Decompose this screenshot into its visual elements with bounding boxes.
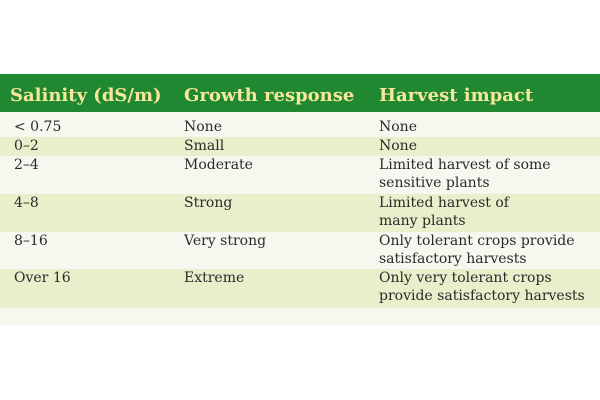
table-row: 8–16 Very strong Only tolerant crops pro… [0, 232, 600, 269]
cell-harvest: Limited harvest of many plants [379, 194, 509, 230]
cell-harvest-line: None [379, 138, 417, 154]
cell-harvest: Only very tolerant crops provide satisfa… [379, 269, 585, 305]
table-row: Over 16 Extreme Only very tolerant crops… [0, 269, 600, 308]
table-row: < 0.75 None None [0, 118, 600, 137]
cell-salinity: < 0.75 [14, 119, 62, 135]
cell-harvest-line: Only very tolerant crops [379, 270, 552, 286]
cell-harvest-line: Limited harvest of some [379, 157, 551, 173]
cell-growth: None [184, 119, 222, 135]
cell-salinity: 0–2 [14, 138, 39, 154]
table-header: Salinity (dS/m) Growth response Harvest … [0, 74, 600, 112]
cell-harvest-line: sensitive plants [379, 175, 490, 191]
cell-harvest: Only tolerant crops provide satisfactory… [379, 232, 575, 268]
cell-harvest-line: Only tolerant crops provide [379, 233, 575, 249]
cell-harvest-line: None [379, 119, 417, 135]
cell-salinity: Over 16 [14, 270, 71, 286]
table-row: 0–2 Small None [0, 137, 600, 156]
cell-harvest: Limited harvest of some sensitive plants [379, 156, 551, 192]
table-row: 2–4 Moderate Limited harvest of some sen… [0, 156, 600, 194]
cell-harvest: None [379, 137, 417, 155]
cell-harvest-line: provide satisfactory harvests [379, 288, 585, 304]
header-growth-response: Growth response [184, 85, 355, 106]
header-harvest-impact: Harvest impact [379, 85, 534, 106]
cell-harvest-line: many plants [379, 213, 466, 229]
cell-salinity: 8–16 [14, 233, 48, 249]
cell-growth: Extreme [184, 270, 245, 286]
cell-harvest: None [379, 118, 417, 136]
salinity-table: Salinity (dS/m) Growth response Harvest … [0, 74, 600, 325]
cell-harvest-line: Limited harvest of [379, 195, 509, 211]
cell-salinity: 4–8 [14, 195, 39, 211]
table-row: 4–8 Strong Limited harvest of many plant… [0, 194, 600, 232]
cell-salinity: 2–4 [14, 157, 39, 173]
cell-growth: Moderate [184, 157, 253, 173]
cell-harvest-line: satisfactory harvests [379, 251, 527, 267]
cell-growth: Strong [184, 195, 233, 211]
header-salinity: Salinity (dS/m) [10, 85, 162, 106]
cell-growth: Small [184, 138, 225, 154]
cell-growth: Very strong [184, 233, 267, 249]
